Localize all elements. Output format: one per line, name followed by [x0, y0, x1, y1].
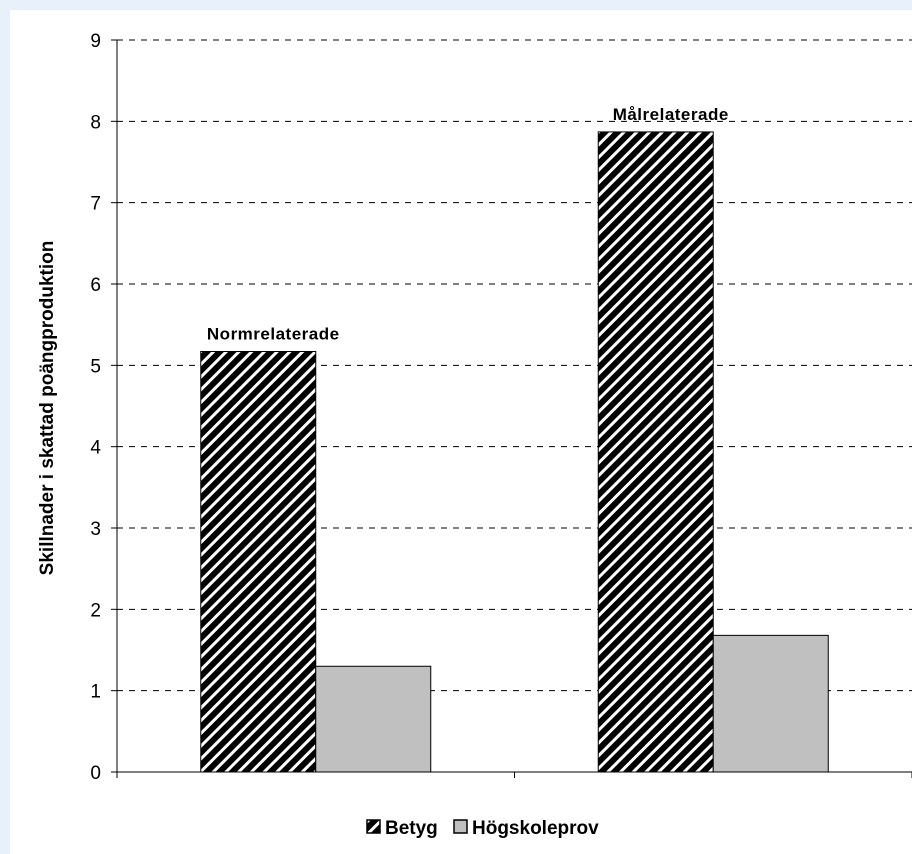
y-axis-title: Skillnader i skattad poängproduktion	[37, 241, 58, 576]
bar-högskoleprov-1	[315, 665, 432, 773]
y-tick-label: 3	[90, 519, 101, 540]
legend-label: Högskoleprov	[472, 818, 599, 839]
y-tick-label: 6	[90, 275, 101, 296]
y-tick-label: 5	[90, 356, 101, 377]
y-tick-label: 2	[90, 600, 101, 621]
legend: Betyg Högskoleprov	[366, 818, 599, 839]
chart-frame: 0 1 2 3 4 5 6 7 8 9 Normrelaterade Målrelaterade S…	[10, 10, 912, 854]
bar-betyg-2	[597, 131, 714, 773]
category-label: Normrelaterade	[207, 325, 340, 344]
bar-betyg-1	[200, 351, 317, 773]
y-tick-label: 4	[90, 438, 101, 459]
y-tick-label: 7	[90, 194, 101, 215]
y-tick-label: 9	[90, 31, 101, 52]
category-label: Målrelaterade	[613, 105, 729, 124]
legend-swatch	[366, 819, 381, 834]
bar-chart: 0 1 2 3 4 5 6 7 8 9 Normrelaterade Målrelaterade S…	[37, 31, 912, 839]
labels: Normrelaterade Målrelaterade	[207, 105, 729, 344]
y-tick-label: 8	[90, 112, 101, 133]
bar-högskoleprov-2	[712, 634, 829, 773]
y-tick-label: 0	[90, 763, 101, 784]
legend-swatch	[453, 819, 468, 834]
bars	[200, 131, 829, 773]
legend-label: Betyg	[385, 818, 438, 839]
y-tick-label: 1	[90, 682, 101, 703]
